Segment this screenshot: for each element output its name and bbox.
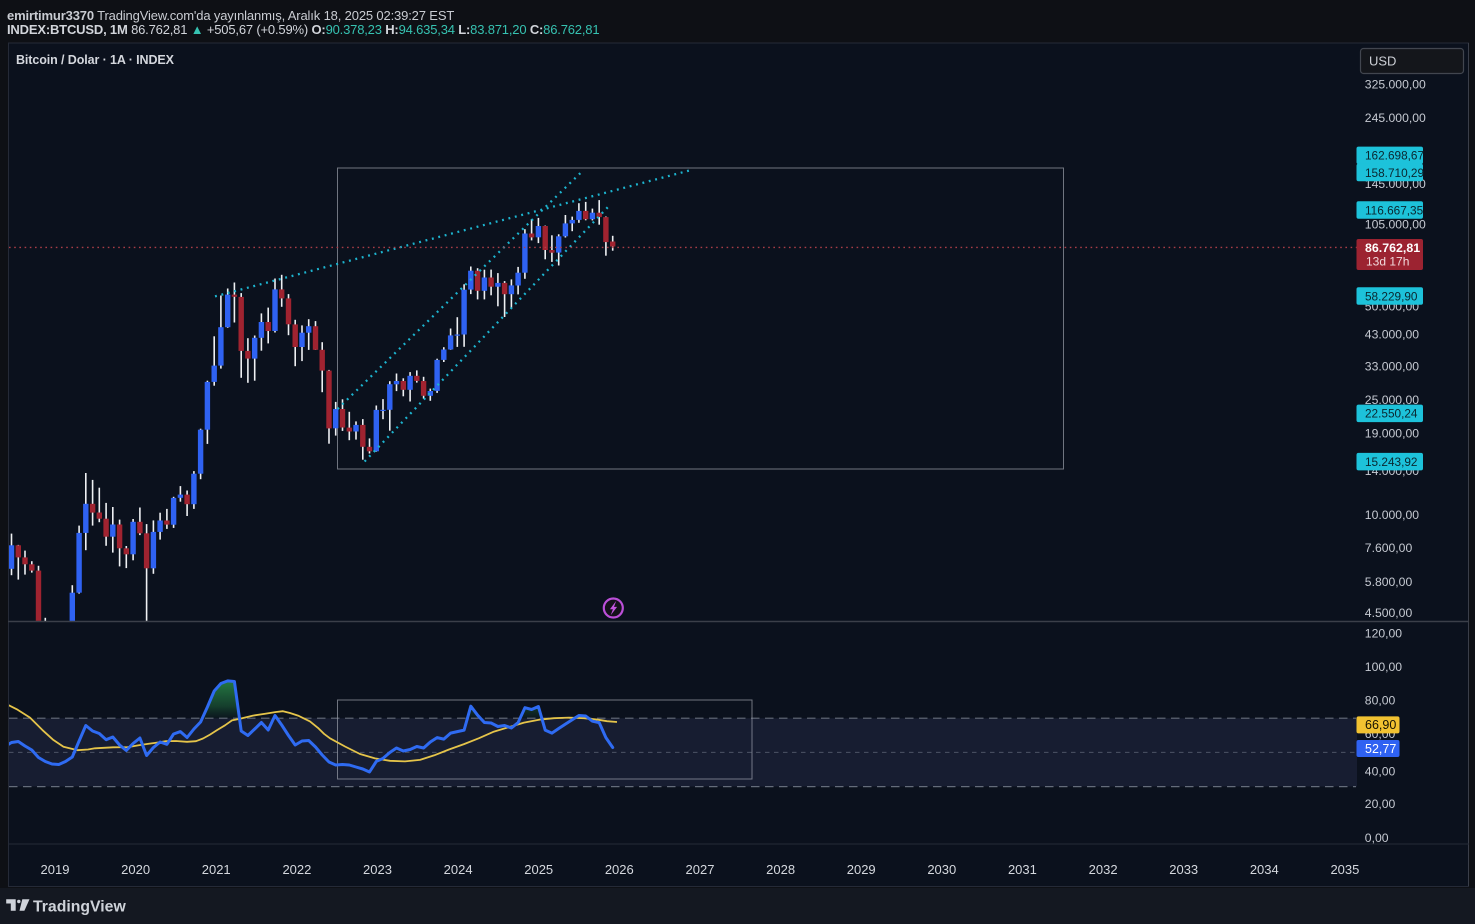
svg-text:7.600,00: 7.600,00 (1365, 541, 1413, 555)
svg-text:15.243,92: 15.243,92 (1365, 455, 1417, 469)
svg-text:0,00: 0,00 (1365, 831, 1389, 845)
svg-text:2034: 2034 (1250, 862, 1279, 877)
svg-text:2030: 2030 (927, 862, 956, 877)
svg-text:2023: 2023 (363, 862, 392, 877)
svg-text:20,00: 20,00 (1365, 797, 1396, 811)
svg-text:2022: 2022 (282, 862, 311, 877)
svg-text:43.000,00: 43.000,00 (1365, 327, 1419, 341)
svg-text:2026: 2026 (605, 862, 634, 877)
svg-text:40,00: 40,00 (1365, 764, 1396, 778)
svg-text:2021: 2021 (202, 862, 231, 877)
svg-text:105.000,00: 105.000,00 (1365, 217, 1426, 231)
svg-text:25.000,00: 25.000,00 (1365, 393, 1419, 407)
svg-text:19.000,00: 19.000,00 (1365, 426, 1419, 440)
svg-text:86.762,81: 86.762,81 (1365, 241, 1420, 255)
svg-text:10.000,00: 10.000,00 (1365, 508, 1419, 522)
svg-text:2025: 2025 (524, 862, 553, 877)
svg-text:66,90: 66,90 (1365, 718, 1396, 732)
svg-text:33.000,00: 33.000,00 (1365, 359, 1419, 373)
svg-text:22.550,24: 22.550,24 (1365, 407, 1418, 421)
svg-text:120,00: 120,00 (1365, 626, 1402, 640)
svg-text:2024: 2024 (444, 862, 473, 877)
svg-text:2029: 2029 (847, 862, 876, 877)
svg-text:TradingView: TradingView (33, 899, 126, 916)
svg-text:245.000,00: 245.000,00 (1365, 111, 1426, 125)
svg-text:2019: 2019 (41, 862, 70, 877)
svg-text:2031: 2031 (1008, 862, 1037, 877)
svg-text:2028: 2028 (766, 862, 795, 877)
svg-text:52,77: 52,77 (1365, 742, 1396, 756)
svg-text:162.698,67: 162.698,67 (1365, 149, 1424, 163)
svg-text:13d 17h: 13d 17h (1366, 255, 1409, 269)
svg-text:116.667,35: 116.667,35 (1365, 203, 1424, 217)
svg-text:80,00: 80,00 (1365, 693, 1396, 707)
svg-text:100,00: 100,00 (1365, 660, 1402, 674)
svg-text:2020: 2020 (121, 862, 150, 877)
svg-text:58.229,90: 58.229,90 (1365, 289, 1418, 303)
svg-text:USD: USD (1369, 53, 1396, 68)
svg-text:2027: 2027 (686, 862, 715, 877)
svg-text:325.000,00: 325.000,00 (1365, 77, 1426, 91)
svg-text:158.710,29: 158.710,29 (1365, 166, 1424, 180)
svg-text:2032: 2032 (1089, 862, 1118, 877)
svg-text:2033: 2033 (1169, 862, 1198, 877)
svg-text:5.800,00: 5.800,00 (1365, 575, 1413, 589)
svg-text:2035: 2035 (1330, 862, 1359, 877)
svg-text:4.500,00: 4.500,00 (1365, 606, 1413, 620)
